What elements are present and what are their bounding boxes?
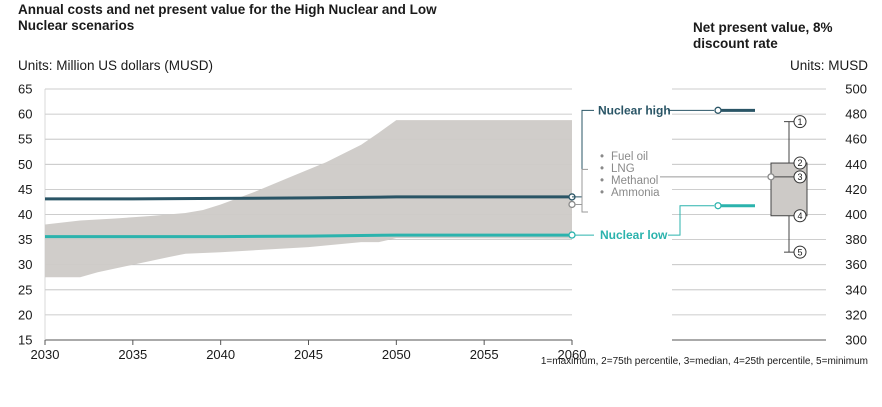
y-tick-label: 20 — [18, 307, 32, 322]
npv-y-tick-label: 500 — [845, 82, 867, 97]
nuclear-high-connector — [572, 109, 594, 198]
scenario-lines-group — [45, 195, 572, 239]
y-tick-label: 35 — [18, 232, 32, 247]
band-end-dot — [568, 200, 576, 209]
npv-stat-marker — [793, 156, 807, 170]
npv-stat-marker — [793, 170, 807, 184]
y-tick-label: 25 — [18, 282, 32, 297]
y-tick-label: 30 — [18, 257, 32, 272]
band-label-bullet: • — [600, 163, 604, 175]
npv-stat-marker — [793, 245, 807, 259]
npv-stat-label: 4 — [797, 211, 802, 221]
y-tick-label: 65 — [18, 82, 32, 97]
npv-y-tick-label: 300 — [845, 333, 867, 348]
x-tick-label: 2035 — [118, 347, 147, 362]
x-tick-label: 2040 — [206, 347, 235, 362]
npv-y-tick-label: 420 — [845, 182, 867, 197]
nuclear-high-label: Nuclear high — [598, 103, 671, 117]
nuclear-high-npv-dot — [714, 106, 722, 114]
band-npv-dot — [767, 173, 775, 181]
npv-title: Net present value, 8% discount rate — [693, 20, 833, 51]
band-label-bullet: • — [600, 175, 604, 187]
y-tick-label: 55 — [18, 132, 32, 147]
band-label-lng: LNG — [611, 163, 635, 175]
y-tick-label: 45 — [18, 182, 32, 197]
band-label-bullet: • — [600, 151, 604, 163]
right-gridlines — [672, 88, 826, 341]
y-tick-label: 50 — [18, 157, 32, 172]
y-tick-label: 40 — [18, 207, 32, 222]
npv-y-tick-label: 380 — [845, 232, 867, 247]
nuclear-low-npv-connector — [668, 205, 714, 236]
npv-y-tick-label: 320 — [845, 307, 867, 322]
npv-stat-label: 3 — [797, 172, 802, 182]
npv-stat-marker — [793, 209, 807, 223]
npv-y-tick-label: 400 — [845, 207, 867, 222]
npv-y-tick-label: 480 — [845, 107, 867, 122]
npv-stat-label: 2 — [797, 158, 802, 168]
x-tick-label: 2055 — [470, 347, 499, 362]
band-label-bullet: • — [600, 187, 604, 199]
npv-stat-label: 1 — [797, 117, 802, 127]
left-axis-ticks: 15 20 25 30 35 40 45 50 55 60 65 2030 2035 2040 2045 20… — [18, 82, 586, 363]
nuclear-low-line — [45, 233, 572, 239]
units-left-label: Units: Million US dollars (MUSD) — [18, 58, 214, 73]
y-tick-label: 15 — [18, 333, 32, 348]
annotations-group: Nuclear high Nuclear low • Fuel oil • LNG • Met… — [568, 103, 775, 242]
npv-box-group: 1 2 3 4 5 — [714, 106, 808, 259]
band-label-fuel-oil: Fuel oil — [611, 151, 648, 163]
band-label-ammonia: Ammonia — [611, 187, 660, 199]
x-tick-label: 2030 — [31, 347, 60, 362]
chart-title: Annual costs and net present value for t… — [18, 2, 437, 33]
x-tick-label: 2050 — [382, 347, 411, 362]
npv-y-tick-label: 460 — [845, 132, 867, 147]
y-tick-label: 60 — [18, 107, 32, 122]
npv-stat-label: 5 — [797, 247, 802, 257]
x-tick-label: 2045 — [294, 347, 323, 362]
units-right-label: Units: MUSD — [789, 58, 868, 73]
npv-y-tick-label: 340 — [845, 282, 867, 297]
npv-stat-marker — [793, 115, 807, 129]
nuclear-low-npv-dot — [714, 202, 722, 210]
x-tick-label: 2060 — [558, 347, 587, 362]
nuclear-high-line — [45, 195, 572, 201]
npv-y-tick-label: 440 — [845, 157, 867, 172]
band-connector-bottom — [581, 204, 588, 213]
box-legend-note: 1=maximum, 2=75th percentile, 3=median, … — [540, 356, 868, 367]
npv-y-tick-label: 360 — [845, 257, 867, 272]
nuclear-low-label: Nuclear low — [600, 228, 668, 242]
band-connector-top — [575, 168, 588, 205]
nuclear-low-end-dot — [568, 231, 576, 239]
band-label-methanol: Methanol — [611, 175, 658, 187]
right-axis-ticks: 300 320 340 360 380 400 420 440 460 480 500 — [845, 82, 867, 348]
